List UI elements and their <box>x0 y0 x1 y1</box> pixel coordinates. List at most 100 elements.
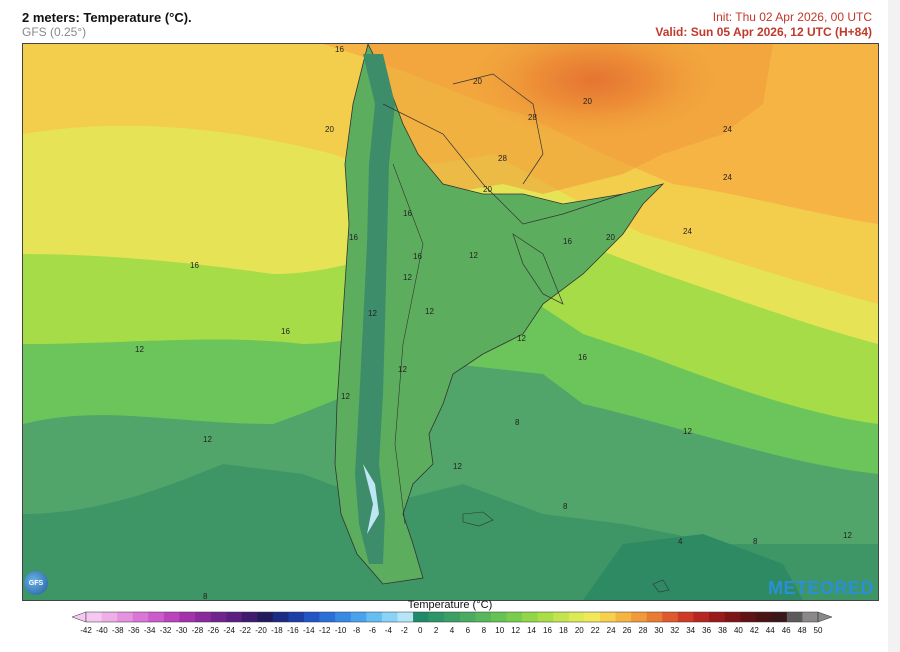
scale-cell <box>350 612 367 622</box>
scale-tick-label: 18 <box>559 626 568 635</box>
scale-cell <box>662 612 679 622</box>
scale-tick-label: 28 <box>639 626 648 635</box>
scale-cell <box>553 612 570 622</box>
scale-cell <box>506 612 523 622</box>
contour-label: 12 <box>453 462 462 471</box>
contour-label: 12 <box>368 309 377 318</box>
contour-label: 16 <box>281 327 290 336</box>
scale-tick-label: 4 <box>450 626 455 635</box>
scale-cell <box>693 612 710 622</box>
scale-cell <box>568 612 585 622</box>
scale-tick-label: -10 <box>335 626 347 635</box>
scale-max-arrow <box>817 611 833 623</box>
legend-title: Temperature (°C) <box>407 599 493 611</box>
contour-label: 12 <box>398 365 407 374</box>
scale-tick-label: 12 <box>511 626 520 635</box>
andes-range <box>355 54 395 564</box>
scale-cell <box>646 612 663 622</box>
contour-label: 28 <box>498 154 507 163</box>
scale-tick-label: -22 <box>239 626 251 635</box>
scale-tick-label: 42 <box>750 626 759 635</box>
color-scale-ticks: -42 -40 -38 -36 -34 -32 -30 -28 -26 -24 -22 -20 -18-… <box>80 626 823 635</box>
scale-tick-label: 44 <box>766 626 775 635</box>
contour-label: 12 <box>135 345 144 354</box>
scale-cell <box>86 612 102 622</box>
contour-label: 12 <box>341 392 350 401</box>
scale-cell <box>381 612 398 622</box>
scale-tick-label: 30 <box>654 626 663 635</box>
scale-cell <box>444 612 461 622</box>
contour-label: 8 <box>563 502 568 511</box>
scale-cell <box>163 612 180 622</box>
color-scale-cells <box>71 611 833 623</box>
scale-tick-label: -8 <box>353 626 361 635</box>
scale-cell <box>319 612 336 622</box>
map-canvas: 16 20 20 20 24 24 24 28 28 20 16 16 16 16 16 12 12 12 12 12… <box>23 44 878 600</box>
band-4 <box>583 534 803 600</box>
scale-tick-label: -16 <box>287 626 299 635</box>
contour-label: 16 <box>413 252 422 261</box>
land-south <box>334 44 665 585</box>
scale-cell <box>101 612 118 622</box>
scale-cell <box>740 612 757 622</box>
scale-cell <box>802 612 819 622</box>
scale-cell <box>724 612 741 622</box>
meteored-logo: METEORED <box>767 578 874 598</box>
contour-label: 12 <box>469 251 478 260</box>
scale-tick-label: -12 <box>319 626 331 635</box>
contour-label: 16 <box>563 237 572 246</box>
contour-label: 12 <box>683 427 692 436</box>
scale-min-arrow <box>71 611 87 623</box>
scale-tick-label: 6 <box>466 626 471 635</box>
scale-cell <box>771 612 788 622</box>
scale-tick-label: -18 <box>271 626 283 635</box>
scale-tick-label: -28 <box>192 626 204 635</box>
contour-label: 20 <box>583 97 592 106</box>
scale-tick-label: 0 <box>418 626 423 635</box>
scale-tick-label: -4 <box>385 626 393 635</box>
scale-cell <box>195 612 211 622</box>
contour-label: 16 <box>190 261 199 270</box>
scale-tick-label: 46 <box>782 626 791 635</box>
scale-tick-label: -34 <box>144 626 156 635</box>
scale-cell <box>179 612 196 622</box>
border-line <box>512 233 564 305</box>
contour-label: 24 <box>683 227 692 236</box>
contour-label: 12 <box>403 273 412 282</box>
contour-label: 12 <box>425 307 434 316</box>
contour-label: 12 <box>203 435 212 444</box>
scale-tick-label: -14 <box>303 626 315 635</box>
scale-tick-label: 8 <box>482 626 487 635</box>
scale-tick-label: -24 <box>223 626 235 635</box>
header: 2 meters: Temperature (°C). GFS (0.25°) … <box>0 0 900 44</box>
south-georgia <box>652 579 670 593</box>
border-line <box>382 103 624 225</box>
contour-label: 16 <box>578 353 587 362</box>
scale-cell <box>584 612 601 622</box>
scale-cell <box>288 612 305 622</box>
scale-tick-label: 10 <box>495 626 504 635</box>
scale-cell <box>304 612 320 622</box>
temperature-map[interactable]: 16 20 20 20 24 24 24 28 28 20 16 16 16 16 16 12 12 12 12 12… <box>22 43 879 601</box>
border-line <box>452 73 544 185</box>
init-time: Init: Thu 02 Apr 2026, 00 UTC <box>712 10 872 24</box>
contour-label: 8 <box>753 537 758 546</box>
scale-cell <box>257 612 274 622</box>
contour-label: 24 <box>723 173 732 182</box>
contour-label: 8 <box>203 592 208 600</box>
scale-cell <box>615 612 632 622</box>
scale-cell <box>132 612 149 622</box>
scale-tick-label: 26 <box>623 626 632 635</box>
scale-cell <box>631 612 647 622</box>
scale-tick-label: 2 <box>434 626 439 635</box>
scale-tick-label: -6 <box>369 626 377 635</box>
scale-tick-label: -32 <box>160 626 172 635</box>
contour-label: 4 <box>678 537 683 546</box>
page-edge <box>888 0 900 652</box>
scale-tick-label: -40 <box>96 626 108 635</box>
contour-label: 20 <box>606 233 615 242</box>
scale-tick-label: 50 <box>814 626 823 635</box>
contour-label: 20 <box>473 77 482 86</box>
color-scale-bar: -42 -40 -38 -36 -34 -32 -30 -28 -26 -24 -22 -20 -18-… <box>71 611 833 635</box>
scale-cell <box>210 612 227 622</box>
